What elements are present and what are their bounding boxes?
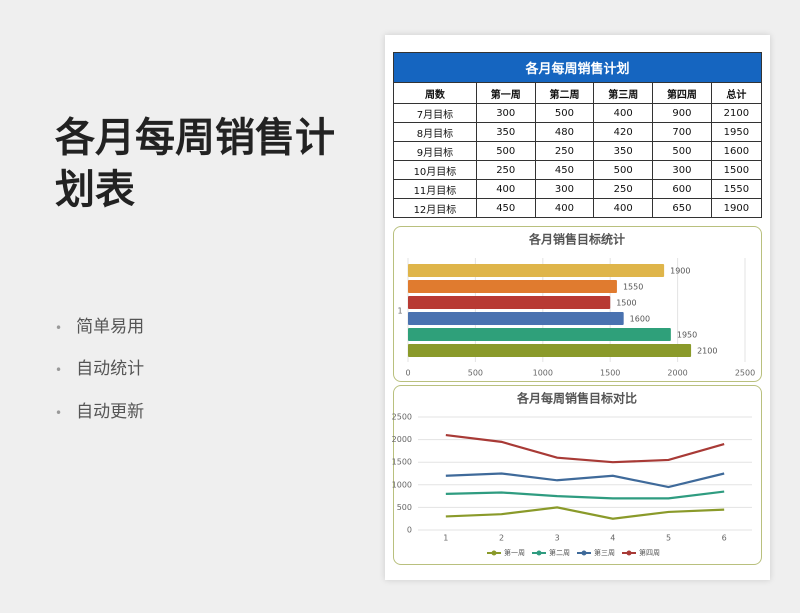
bullet: 自动统计 xyxy=(55,354,144,379)
y-tick-label: 2000 xyxy=(392,435,412,444)
table-title: 各月每周销售计划 xyxy=(393,52,762,83)
x-tick-label: 1500 xyxy=(600,369,620,378)
bar xyxy=(408,312,624,325)
line xyxy=(445,490,725,500)
legend-marker xyxy=(626,550,632,556)
x-tick-label: 6 xyxy=(722,534,727,543)
x-tick-label: 2500 xyxy=(735,369,755,378)
bar xyxy=(408,344,692,357)
chart-frame xyxy=(393,385,762,565)
x-tick-label: 3 xyxy=(555,534,560,543)
header-cell: 总计 xyxy=(710,82,763,104)
table-title-row: 各月每周销售计划 xyxy=(393,52,762,83)
y-tick-label: 1000 xyxy=(392,480,412,489)
y-tick-label: 0 xyxy=(407,526,412,535)
x-tick-label: 1 xyxy=(443,534,448,543)
cell: 650 xyxy=(652,198,712,218)
row: 11月目标 400 300 250 600 1550 xyxy=(393,179,763,199)
chart-title: 各月销售目标统计 xyxy=(528,232,625,247)
legend-label: 第三周 xyxy=(594,548,615,557)
line xyxy=(445,506,725,520)
line xyxy=(445,472,725,489)
cell: 12月目标 xyxy=(393,198,477,218)
x-tick-label: 2 xyxy=(499,534,504,543)
x-tick-label: 2000 xyxy=(667,369,687,378)
x-tick-label: 1000 xyxy=(533,369,553,378)
data-label: 1600 xyxy=(630,315,650,324)
legend-label: 第四周 xyxy=(639,548,660,557)
x-tick-label: 5 xyxy=(666,534,671,543)
data-label: 2100 xyxy=(697,347,717,356)
y-tick-label: 2500 xyxy=(392,413,412,422)
legend-marker xyxy=(581,550,587,556)
bar xyxy=(408,296,611,309)
bullet: 自动更新 xyxy=(55,397,144,422)
y-tick-label: 1500 xyxy=(392,458,412,467)
x-tick-label: 0 xyxy=(405,369,410,378)
y-tick-label: 1 xyxy=(397,307,402,316)
data-label: 1500 xyxy=(616,299,636,308)
y-tick-label: 500 xyxy=(397,503,412,512)
cell: 400 xyxy=(534,198,595,218)
table: 各月每周销售计划 周数 第一周 第二周 第三周 第四周 总计 7月目标 300 500 400 900… xyxy=(393,52,763,218)
bar xyxy=(408,264,665,277)
row: 9月目标 500 250 350 500 1600 xyxy=(393,141,763,161)
bar xyxy=(408,328,671,341)
data-label: 1900 xyxy=(670,267,690,276)
chart-title: 各月每周销售目标对比 xyxy=(516,391,637,406)
legend-marker xyxy=(491,550,497,556)
data-label: 1550 xyxy=(623,283,643,292)
row: 12月目标 450 400 400 650 1900 xyxy=(393,198,763,218)
legend-label: 第一周 xyxy=(504,548,525,557)
row: 10月目标 250 450 500 300 1500 xyxy=(393,160,763,180)
page-title: 各月每周销售计划表 xyxy=(55,115,335,213)
legend-marker xyxy=(536,550,542,556)
chart-frame xyxy=(393,226,762,382)
bullet: 简单易用 xyxy=(55,312,144,337)
cell: 400 xyxy=(593,198,654,218)
cell: 1900 xyxy=(710,198,763,218)
row: 8月目标 350 480 420 700 1950 xyxy=(393,122,763,142)
line xyxy=(445,433,725,464)
bar xyxy=(408,280,617,293)
data-label: 1950 xyxy=(677,331,697,340)
x-tick-label: 4 xyxy=(610,534,615,543)
x-tick-label: 500 xyxy=(468,369,483,378)
legend-label: 第二周 xyxy=(549,548,570,557)
